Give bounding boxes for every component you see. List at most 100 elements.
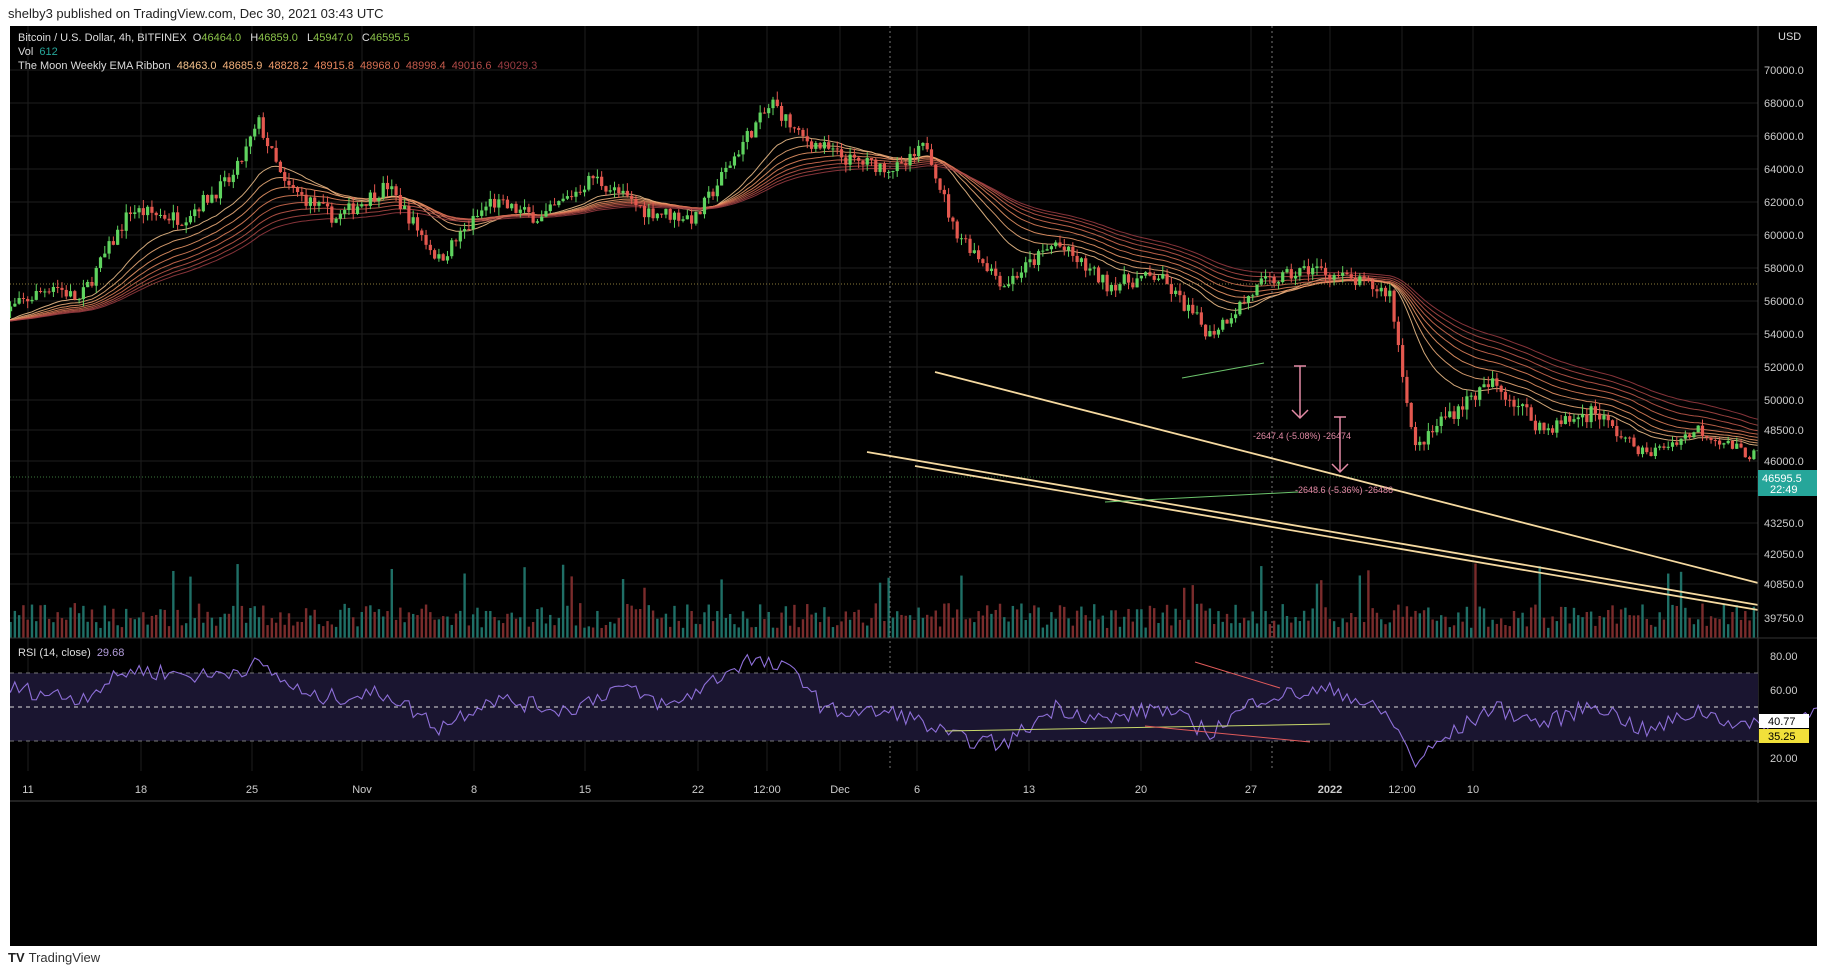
candle-body [1174,290,1178,295]
volume-bar-82 [352,617,355,638]
volume-bar-189 [810,614,813,638]
volume-bar-254 [1088,620,1092,638]
candle-87 [373,184,377,203]
candle-body [1144,272,1148,276]
ribbon-legend: The Moon Weekly EMA Ribbon 48463.0 48685… [18,60,540,72]
volume-bar-2 [9,621,12,638]
candle-246 [1054,240,1058,249]
volume-bar-10 [43,604,47,638]
volume-bar-298 [1277,624,1280,638]
candle-body [1465,396,1469,410]
ohlc-low: 45947.0 [313,32,353,44]
candle-63 [270,146,274,149]
candle-body [977,250,981,260]
candle-body [1448,411,1452,418]
candle-body [1054,242,1058,247]
candle-59 [253,124,257,141]
chart-area[interactable]: -2647.4 (-5.08%) -26474 -2648.6 (-5.36%) … [0,26,1834,946]
volume-bar-102 [437,619,441,638]
volume-bar-106 [454,613,458,638]
candle-272 [1165,269,1169,285]
volume-bar-191 [818,622,822,638]
candle-body [1653,447,1657,457]
candle-body [638,205,642,207]
candle-159 [681,216,685,223]
candle-261 [1118,282,1122,294]
candle-body [1302,266,1306,269]
volume-bar-94 [403,622,406,638]
volume-bar-318 [1362,622,1366,638]
candle-body [257,117,261,129]
candle-296 [1268,272,1272,284]
candle-body [1645,447,1649,453]
volume-bar-29 [125,608,128,638]
candle-156 [668,207,672,224]
volume-bar-219 [938,626,942,638]
candle-263 [1126,272,1131,290]
candle-body [1216,329,1221,335]
candle-body [1105,274,1109,292]
candle-body [240,160,244,162]
candle-298 [1276,280,1281,290]
volume-bar-286 [1225,613,1229,638]
volume-bar-324 [1388,622,1391,638]
candle-267 [1144,271,1148,279]
candle-body [330,206,334,223]
candle-body [1071,246,1075,256]
candle-body [1041,250,1045,252]
candle-body [1555,420,1559,433]
candle-271 [1161,266,1165,280]
candle-106 [454,238,458,247]
candle-288 [1234,308,1238,323]
volume-bar-64 [274,622,278,638]
candle-381 [1632,434,1636,448]
volume-bar-304 [1302,610,1306,638]
candle-body [1195,312,1199,314]
candle-body [857,157,861,161]
chart-svg[interactable]: -2647.4 (-5.08%) -26474 -2648.6 (-5.36%) … [0,26,1834,946]
volume-bar-355 [1521,612,1524,638]
candle-body [1186,304,1191,311]
volume-bar-181 [776,627,779,638]
candle-124 [531,205,535,224]
volume-bar-340 [1457,612,1460,638]
candle-199 [852,148,856,162]
volume-bar-26 [112,608,115,638]
volume-bar-209 [896,611,899,638]
candle-109 [467,220,471,231]
volume-bar-224 [960,575,963,638]
volume-bar-228 [977,611,980,638]
candle-234 [1002,284,1006,288]
volume-bar-269 [1153,608,1156,638]
candle-152 [651,202,655,222]
candle-108 [463,222,467,239]
candle-body [1084,258,1088,271]
candle-8 [34,283,38,301]
candle-209 [895,157,899,177]
candle-body [951,217,955,222]
candle-7 [30,296,34,304]
candle-body [1469,395,1473,397]
volume-bar-138 [591,627,595,638]
candle-body [1298,268,1302,276]
volume-bar-402 [1722,604,1726,638]
candle-34 [146,205,150,221]
candle-body [450,240,454,257]
volume-bar-403 [1726,624,1730,638]
volume-bar-77 [330,624,334,638]
candle-body [347,203,351,211]
candle-body [1593,406,1597,414]
volume-bar-319 [1367,570,1370,638]
volume-bar-66 [283,624,286,638]
candle-body [445,256,450,261]
candle-375 [1606,412,1610,428]
candle-body [1362,276,1366,279]
candle-325 [1392,289,1396,329]
candle-333 [1426,422,1430,450]
candle-374 [1602,409,1606,427]
volume-bar-50 [214,625,218,638]
candle-body [1598,413,1602,420]
candle-body [338,213,342,219]
candle-336 [1439,412,1443,434]
volume-bar-166 [711,621,715,638]
